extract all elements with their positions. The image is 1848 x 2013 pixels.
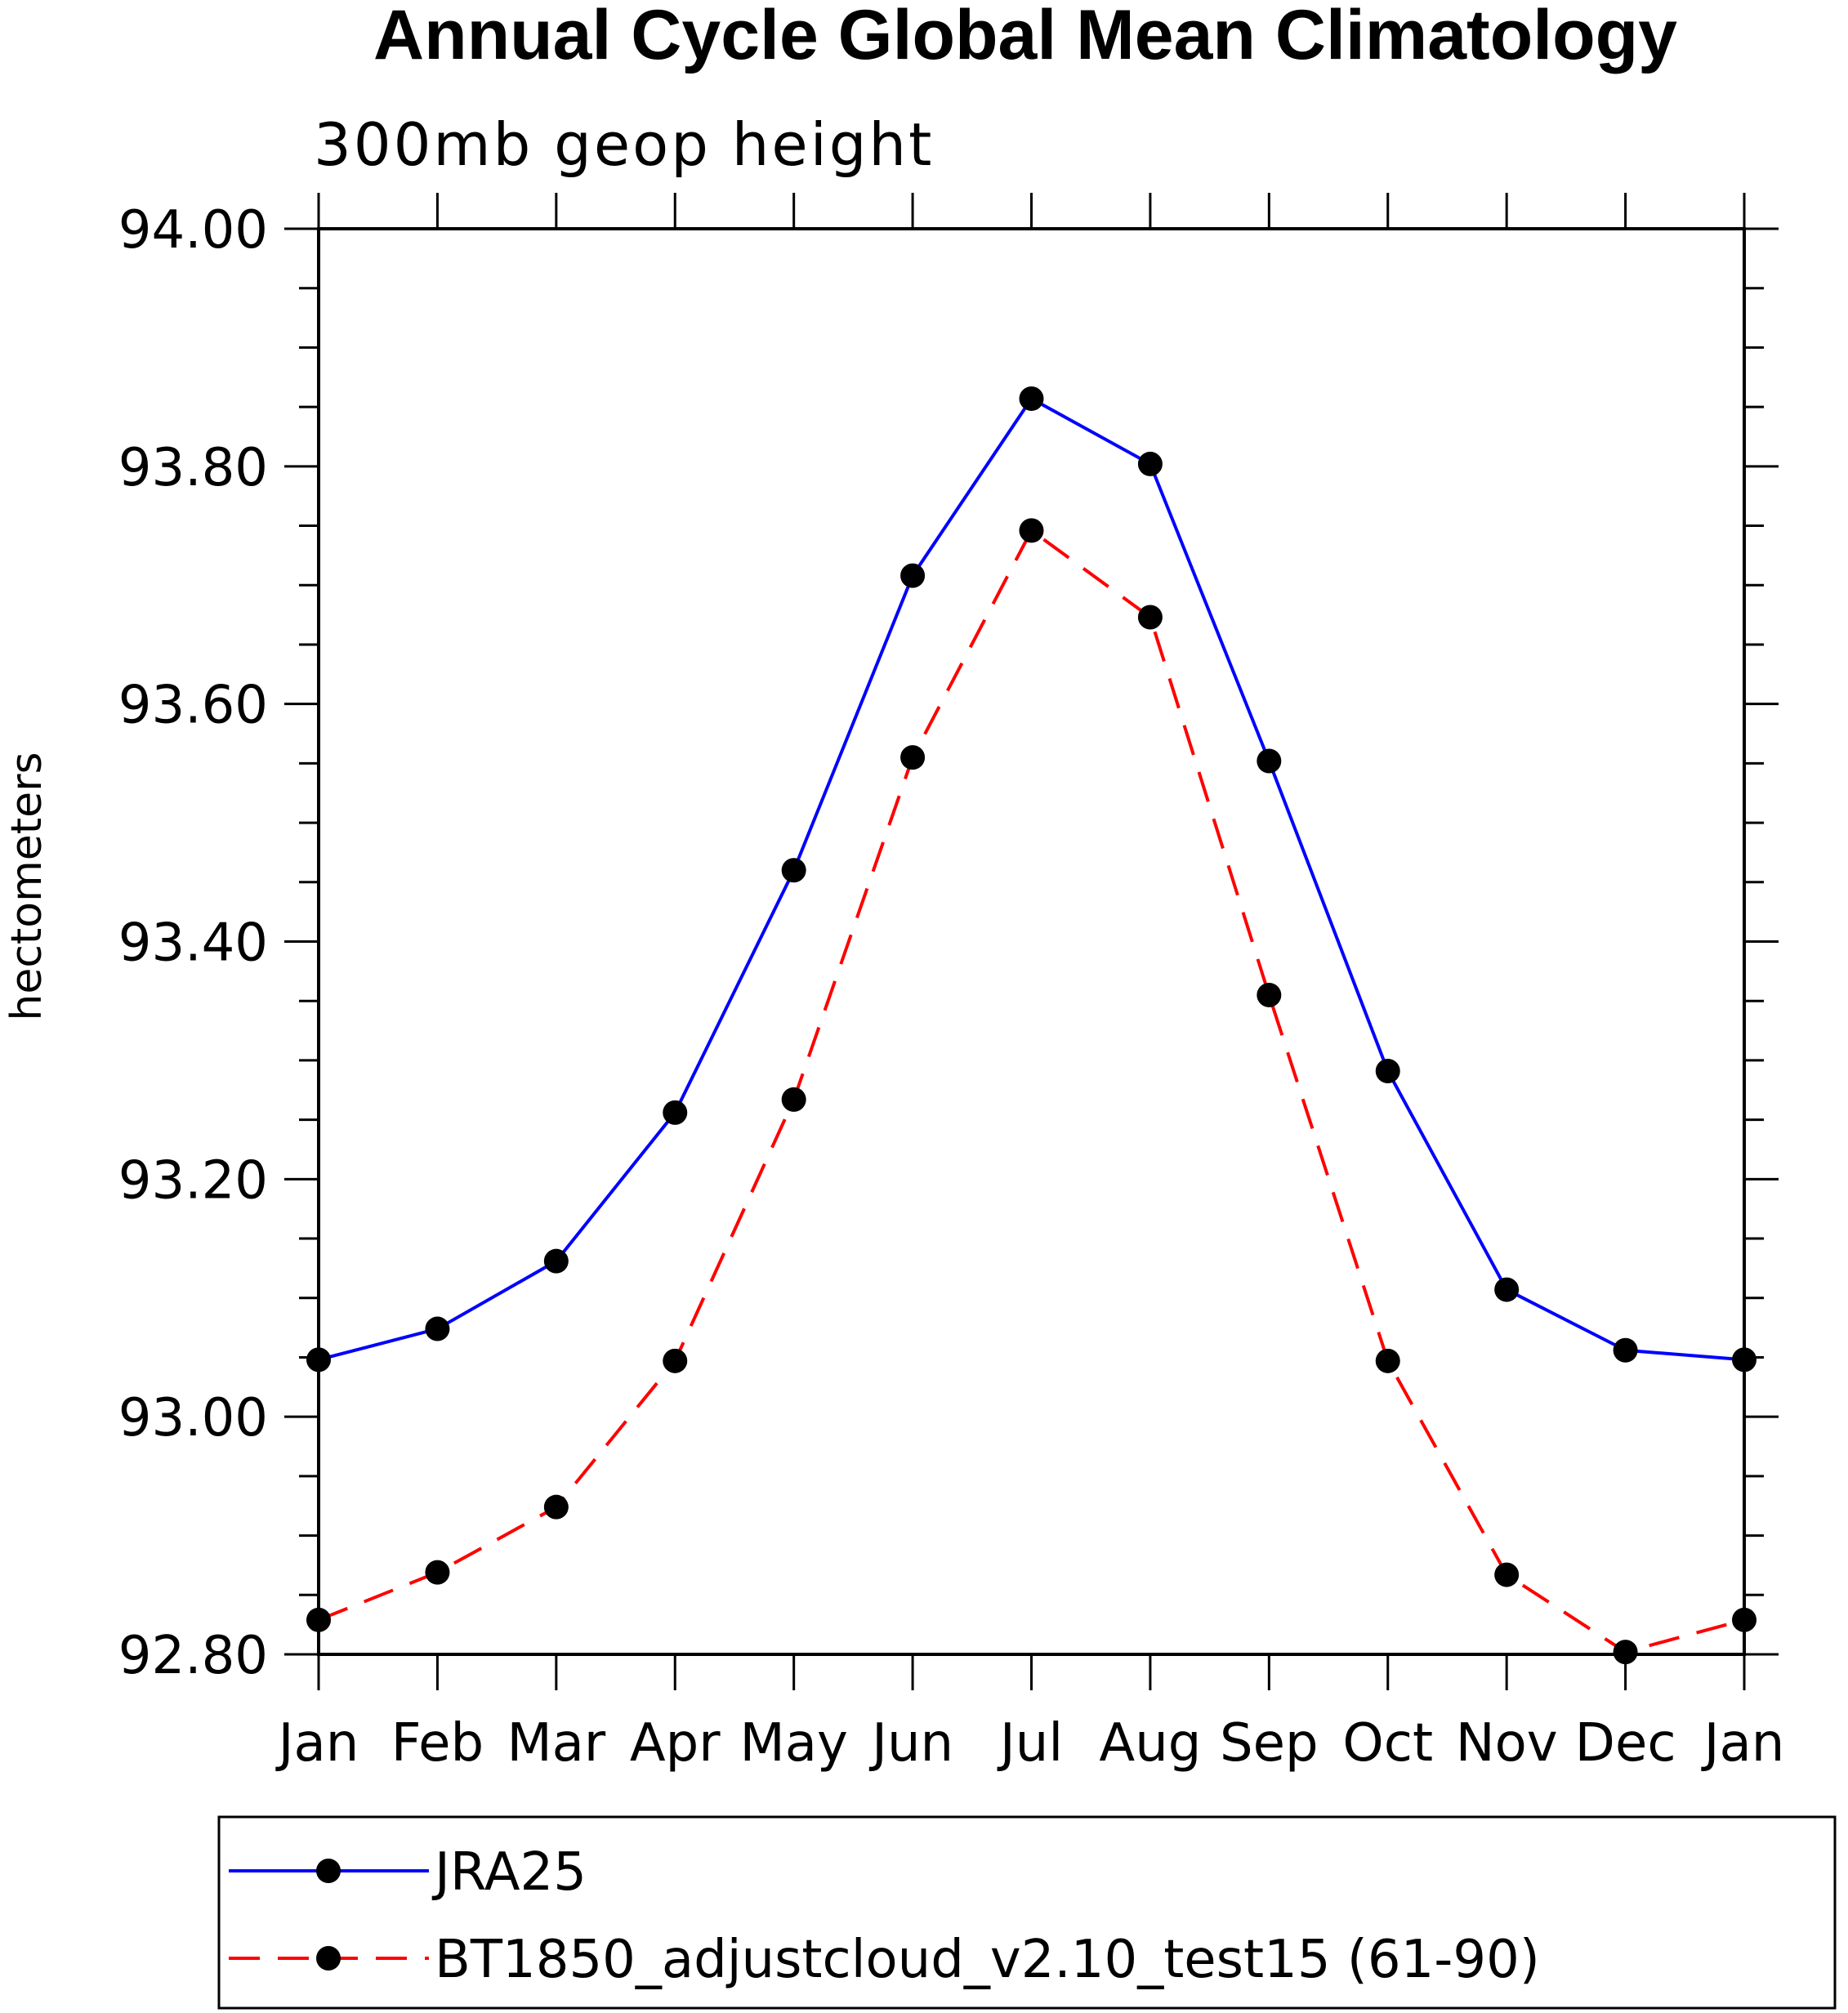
x-tick-label: May <box>740 1713 848 1774</box>
y-tick-label: 94.00 <box>118 200 268 261</box>
data-point <box>306 1607 331 1632</box>
data-point <box>663 1100 688 1125</box>
y-axis-ticks: 92.80 93.00 93.20 93.40 93.60 93.80 94.00 <box>118 200 1779 1686</box>
data-point <box>1732 1347 1756 1372</box>
data-point <box>1019 386 1044 411</box>
data-point <box>425 1316 450 1341</box>
y-tick-label: 93.20 <box>118 1150 268 1211</box>
x-tick-label: Sep <box>1220 1713 1319 1774</box>
data-point <box>1257 982 1282 1007</box>
data-point <box>1613 1640 1638 1665</box>
y-tick-label: 92.80 <box>118 1626 268 1686</box>
x-tick-label: Feb <box>391 1713 484 1774</box>
plot-frame <box>317 227 1746 1656</box>
y-tick-label: 93.00 <box>118 1388 268 1448</box>
y-tick-label: 93.40 <box>118 913 268 974</box>
data-point <box>1375 1348 1400 1373</box>
legend-box <box>217 1815 1837 2010</box>
x-tick-label: Nov <box>1456 1713 1558 1774</box>
x-tick-label: Jul <box>997 1713 1063 1774</box>
legend: JRA25 BT1850_adjustcloud_v2.10_test15 (61… <box>217 1815 1837 2010</box>
data-point <box>306 1347 331 1372</box>
data-point <box>1494 1277 1520 1302</box>
data-point <box>781 1087 806 1112</box>
chart-subtitle: 300mb geop height <box>314 110 934 179</box>
x-tick-label: Jun <box>868 1713 953 1774</box>
data-point <box>543 1494 569 1520</box>
data-point <box>1732 1607 1756 1632</box>
series-line-2 <box>318 528 1745 1654</box>
x-tick-label: Jan <box>275 1713 359 1774</box>
legend-label-1: JRA25 <box>431 1842 587 1903</box>
plot-axes <box>317 227 1746 1656</box>
data-point <box>1137 605 1163 630</box>
data-point <box>425 1560 450 1585</box>
data-point <box>900 745 926 770</box>
legend-marker-2 <box>316 1946 341 1971</box>
x-tick-label: Apr <box>630 1713 721 1774</box>
data-point <box>663 1348 688 1373</box>
y-tick-label: 93.60 <box>118 676 268 736</box>
series-line-1 <box>318 396 1745 1362</box>
data-point <box>1257 748 1282 774</box>
data-point <box>1019 518 1044 543</box>
x-tick-label: Dec <box>1575 1713 1676 1774</box>
x-tick-label: Mar <box>507 1713 605 1774</box>
data-point <box>1494 1562 1520 1587</box>
x-tick-label: Oct <box>1342 1713 1433 1774</box>
data-point <box>781 858 806 883</box>
legend-marker-1 <box>316 1859 341 1883</box>
chart-title: Annual Cycle Global Mean Climatology <box>373 0 1677 74</box>
x-tick-label: Aug <box>1099 1713 1201 1774</box>
y-axis-label: hectometers <box>2 752 51 1020</box>
x-tick-label: Jan <box>1701 1713 1785 1774</box>
data-point <box>900 563 926 588</box>
x-axis-ticks: Jan Feb Mar Apr May Jun Jul Aug Sep Oct Nov Dec Jan <box>275 193 1785 1774</box>
data-series <box>306 386 1756 1665</box>
data-point <box>1613 1337 1638 1363</box>
data-point <box>543 1248 569 1274</box>
legend-label-2: BT1850_adjustcloud_v2.10_test15 (61-90) <box>435 1930 1540 1990</box>
y-tick-label: 93.80 <box>118 438 268 498</box>
data-point <box>1375 1059 1400 1084</box>
data-point <box>1137 451 1163 476</box>
